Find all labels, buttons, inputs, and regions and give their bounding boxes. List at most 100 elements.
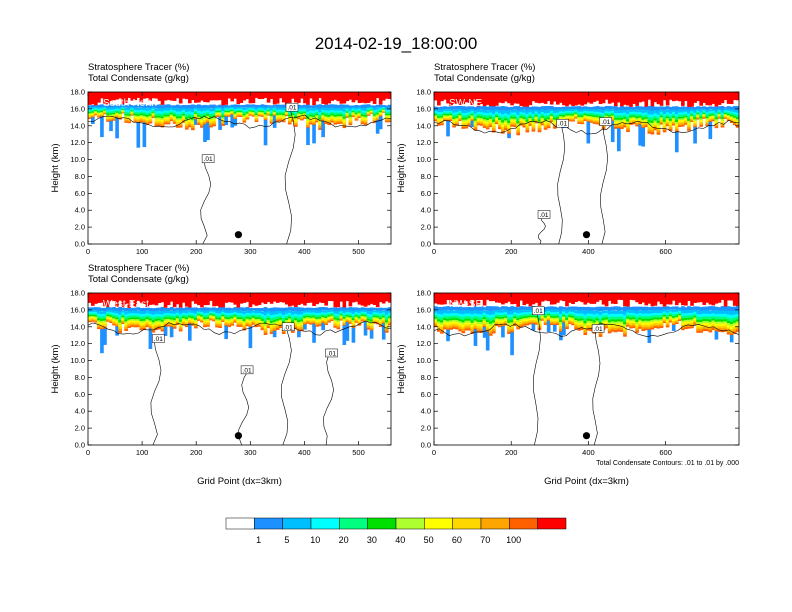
x-axis-label: Grid Point (dx=3km) [197, 476, 282, 487]
location-marker [234, 231, 243, 239]
y-tick-label: 8.0 [75, 373, 85, 382]
colorbar-swatch [310, 517, 340, 530]
x-axis-label: Grid Point (dx=3km) [544, 476, 629, 487]
y-tick-label: 10.0 [416, 155, 431, 164]
x-tick-label: 300 [244, 448, 257, 457]
y-tick-label: 2.0 [421, 424, 431, 433]
tracer-field [88, 92, 391, 244]
tracer-field [434, 92, 739, 244]
colorbar-swatch [282, 517, 312, 530]
contour-label-text: .01 [594, 326, 603, 333]
y-tick-label: 10.0 [70, 155, 85, 164]
contour-label-text: .01 [558, 121, 567, 128]
y-tick-label: 6.0 [421, 390, 431, 399]
contour-label: .01 [240, 365, 254, 374]
colorbar-label: 40 [395, 535, 405, 545]
y-tick-label: 12.0 [70, 339, 85, 348]
y-tick-label: 6.0 [75, 390, 85, 399]
colorbar-label: 30 [367, 535, 377, 545]
contour-label: .01 [325, 348, 338, 357]
panel-south-north: .01 .01 South-North Stratosphere Tracer (%)… [50, 62, 392, 256]
x-tick-label: 200 [505, 448, 518, 457]
colorbar-swatch [225, 517, 255, 530]
region-label: West-East [103, 299, 149, 310]
plot-frame [433, 91, 740, 245]
y-tick-label: 8.0 [75, 172, 85, 181]
x-tick-label: 0 [86, 247, 90, 256]
y-axis-label: Height (km) [396, 344, 407, 393]
contour-label: .01 [556, 118, 569, 128]
subtitle-condensate: Total Condensate (g/kg) [88, 274, 189, 285]
y-axis-label: Height (km) [396, 143, 407, 192]
location-marker [582, 231, 591, 239]
contour-label-text: .01 [327, 350, 336, 357]
y-tick-label: 2.0 [75, 424, 85, 433]
contour-label: .01 [201, 154, 215, 163]
x-tick-label: 0 [86, 448, 90, 457]
colorbar-label: 50 [424, 535, 434, 545]
y-tick-label: 8.0 [421, 172, 431, 181]
region-label: NW-SE [449, 299, 482, 310]
y-tick-label: 4.0 [421, 206, 431, 215]
x-tick-label: 200 [190, 448, 203, 457]
contour-label: .01 [599, 117, 613, 126]
y-tick-label: 14.0 [416, 322, 431, 331]
plot-frame [87, 292, 392, 446]
x-tick-label: 500 [352, 247, 365, 256]
contour-label-text: .01 [154, 336, 163, 343]
colorbar-label: 70 [480, 535, 490, 545]
y-tick-label: 10.0 [416, 356, 431, 365]
contour-label-text: .01 [204, 156, 213, 163]
colorbar-label: 1 [256, 535, 261, 545]
y-tick-label: 12.0 [70, 138, 85, 147]
condensate-contours [434, 310, 739, 445]
subtitle-tracer: Stratosphere Tracer (%) [88, 263, 189, 274]
contour-label: .01 [591, 324, 605, 333]
region-label: SW-NE [449, 98, 482, 109]
y-tick-label: 0.0 [421, 240, 431, 249]
colorbar-swatch [339, 517, 368, 530]
condensate-contours [88, 107, 391, 244]
contour-label-text: .01 [534, 308, 543, 315]
region-label: South-North [103, 98, 157, 109]
condensate-contours [434, 119, 739, 244]
y-tick-label: 4.0 [75, 407, 85, 416]
colorbar-label: 60 [452, 535, 462, 545]
y-tick-label: 4.0 [75, 206, 85, 215]
subtitle-tracer: Stratosphere Tracer (%) [88, 62, 189, 73]
panel-nw-se: .01 .01 NW-SE 0.0 2.0 4.0 6.0 8.0 10.0 12.0 14.0 16… [396, 289, 740, 487]
figure-title: 2014-02-19_18:00:00 [315, 34, 478, 53]
x-tick-label: 0 [432, 247, 436, 256]
contour-label-text: .01 [287, 105, 296, 112]
y-tick-label: 8.0 [421, 373, 431, 382]
x-tick-label: 300 [244, 247, 257, 256]
y-tick-label: 0.0 [75, 441, 85, 450]
y-tick-label: 6.0 [75, 189, 85, 198]
x-tick-label: 600 [659, 448, 672, 457]
colorbar-swatch [254, 517, 283, 530]
y-tick-label: 16.0 [416, 104, 431, 113]
x-tick-label: 400 [298, 247, 311, 256]
y-tick-label: 18.0 [416, 88, 431, 97]
y-tick-label: 18.0 [416, 289, 431, 298]
x-tick-label: 100 [136, 448, 149, 457]
colorbar-label: 20 [339, 535, 349, 545]
panel-west-east: .01 .01 .01 .01 West-East Stratosphere Tracer… [50, 263, 392, 487]
colorbar-swatch [537, 517, 567, 530]
colorbar-swatch [367, 517, 397, 530]
contour-label: .01 [285, 102, 299, 112]
colorbar-swatch [452, 517, 482, 530]
y-tick-label: 16.0 [70, 305, 85, 314]
subtitle-condensate: Total Condensate (g/kg) [88, 73, 189, 84]
contour-label: .01 [281, 322, 295, 331]
y-tick-label: 14.0 [70, 322, 85, 331]
y-tick-label: 2.0 [75, 223, 85, 232]
contour-label-text: .01 [540, 212, 549, 219]
y-tick-label: 6.0 [421, 189, 431, 198]
contour-label: .01 [152, 334, 165, 343]
x-tick-label: 600 [659, 247, 672, 256]
colorbar-swatch [424, 517, 453, 530]
contour-label-text: .01 [601, 119, 610, 126]
y-tick-label: 12.0 [416, 339, 431, 348]
